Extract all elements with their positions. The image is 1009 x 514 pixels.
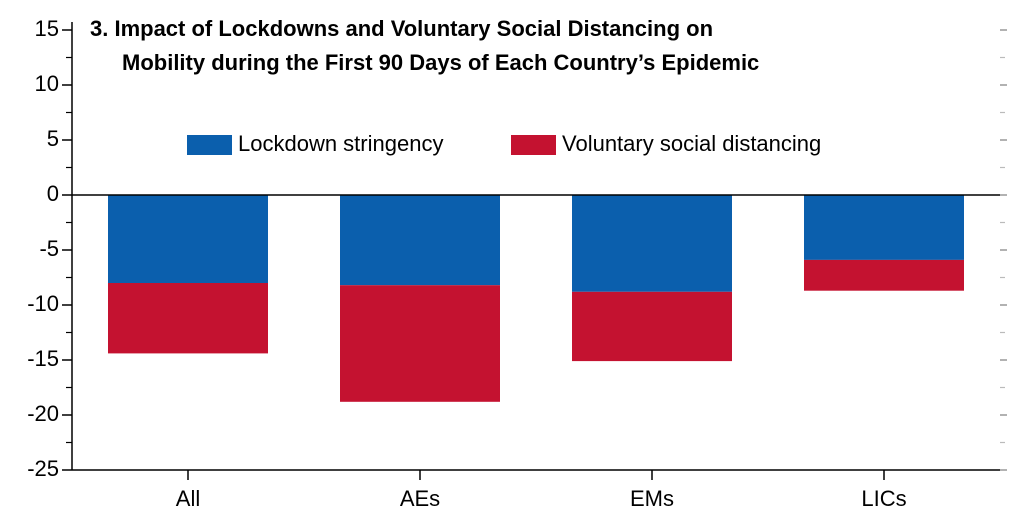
chart-title: Mobility during the First 90 Days of Eac…: [122, 50, 759, 75]
bar-segment: [572, 291, 732, 362]
y-tick-label: -10: [27, 291, 59, 316]
y-tick-label: 0: [47, 181, 59, 206]
y-tick-label: -15: [27, 346, 59, 371]
bar-segment: [804, 259, 964, 291]
legend-swatch: [187, 135, 232, 155]
x-tick-label: LICs: [861, 486, 906, 511]
y-tick-label: -20: [27, 401, 59, 426]
bar-segment: [804, 195, 964, 260]
x-tick-label: AEs: [400, 486, 440, 511]
chart-title: 3. Impact of Lockdowns and Voluntary Soc…: [90, 16, 713, 41]
legend-label: Voluntary social distancing: [562, 131, 821, 156]
legend-label: Lockdown stringency: [238, 131, 443, 156]
legend-swatch: [511, 135, 556, 155]
x-tick-label: All: [176, 486, 200, 511]
x-tick-label: EMs: [630, 486, 674, 511]
bar-segment: [108, 195, 268, 283]
y-tick-label: 10: [35, 71, 59, 96]
y-tick-label: -25: [27, 456, 59, 481]
y-tick-label: 15: [35, 16, 59, 41]
bar-segment: [340, 285, 500, 402]
bar-segment: [108, 283, 268, 354]
y-tick-label: -5: [39, 236, 59, 261]
y-tick-label: 5: [47, 126, 59, 151]
bar-segment: [340, 195, 500, 286]
bar-segment: [572, 195, 732, 292]
